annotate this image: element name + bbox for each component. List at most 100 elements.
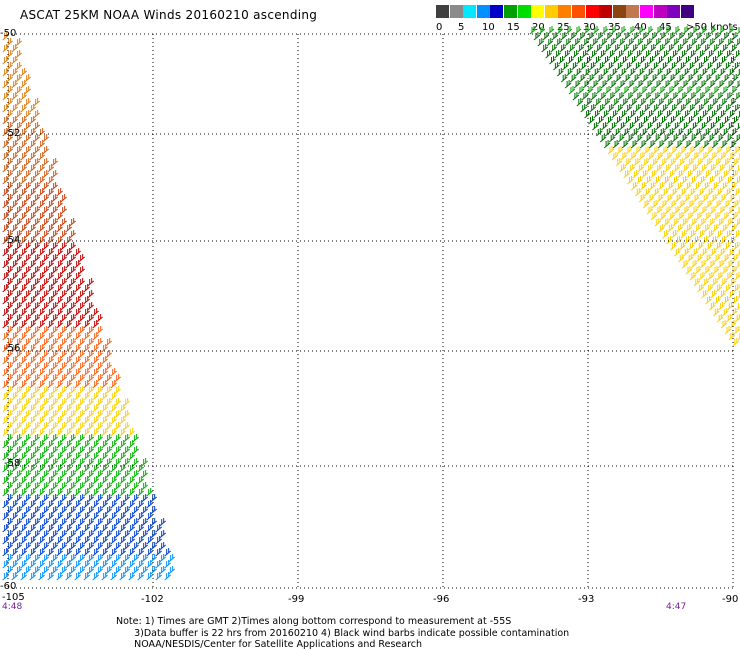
wind-barb bbox=[43, 386, 49, 394]
wind-barb bbox=[79, 266, 85, 274]
wind-barb bbox=[43, 518, 49, 526]
wind-barb bbox=[687, 212, 693, 220]
wind-barb bbox=[729, 152, 735, 160]
wind-barb bbox=[61, 482, 67, 490]
wind-barb bbox=[115, 518, 121, 526]
wind-barb bbox=[534, 32, 540, 40]
wind-barb bbox=[34, 434, 40, 442]
wind-barb bbox=[678, 170, 684, 178]
wind-barb bbox=[124, 518, 130, 526]
wind-barb bbox=[43, 530, 49, 538]
wind-barb bbox=[565, 38, 571, 46]
wind-barb bbox=[52, 506, 58, 514]
wind-barb bbox=[640, 56, 646, 64]
wind-barb bbox=[25, 266, 31, 274]
wind-barb bbox=[703, 182, 709, 190]
time-right: 4:47 bbox=[666, 602, 686, 612]
lon-label-96: -96 bbox=[433, 594, 449, 605]
wind-barb bbox=[70, 506, 76, 514]
wind-barb bbox=[34, 458, 40, 466]
wind-barb bbox=[633, 32, 639, 40]
wind-barb bbox=[97, 542, 103, 550]
wind-barb bbox=[736, 302, 740, 310]
wind-barb bbox=[97, 530, 103, 538]
wind-barb bbox=[97, 506, 103, 514]
wind-barb bbox=[705, 32, 711, 40]
wind-barb bbox=[539, 26, 545, 34]
wind-barb bbox=[667, 236, 673, 244]
wind-barb bbox=[16, 542, 22, 550]
wind-barb bbox=[667, 56, 673, 64]
wind-barb bbox=[620, 26, 626, 34]
wind-barb bbox=[604, 56, 610, 64]
wind-barb bbox=[566, 26, 572, 34]
wind-barb bbox=[710, 206, 716, 214]
wind-barb bbox=[692, 68, 698, 76]
wind-barb bbox=[671, 104, 677, 112]
wind-barb bbox=[672, 230, 678, 238]
wind-barb bbox=[673, 38, 679, 46]
wind-barb bbox=[642, 74, 648, 82]
note-line-1: Note: 1) Times are GMT 2)Times along bot… bbox=[116, 616, 569, 628]
wind-barb bbox=[636, 50, 642, 58]
wind-barb bbox=[115, 566, 121, 574]
wind-barb bbox=[734, 326, 740, 334]
wind-barb bbox=[664, 122, 670, 130]
wind-barb bbox=[600, 92, 606, 100]
wind-barb bbox=[142, 506, 148, 514]
wind-barb bbox=[690, 92, 696, 100]
wind-barb bbox=[61, 350, 67, 358]
wind-barb bbox=[133, 506, 139, 514]
wind-barb bbox=[97, 338, 103, 346]
wind-barb bbox=[34, 158, 40, 166]
wind-barb bbox=[681, 50, 687, 58]
wind-barb bbox=[106, 518, 112, 526]
wind-barb bbox=[25, 314, 31, 322]
wind-barb bbox=[656, 26, 662, 34]
wind-barb bbox=[699, 230, 705, 238]
wind-barb bbox=[16, 290, 22, 298]
wind-barb bbox=[25, 542, 31, 550]
wind-barb bbox=[34, 182, 40, 190]
wind-barb bbox=[674, 26, 680, 34]
wind-barb bbox=[636, 92, 642, 100]
wind-barb bbox=[52, 338, 58, 346]
wind-barb bbox=[654, 92, 660, 100]
lat-label-52: -52 bbox=[4, 128, 20, 139]
wind-barb bbox=[596, 44, 602, 52]
wind-barb bbox=[733, 62, 739, 70]
wind-barb bbox=[729, 290, 735, 298]
wind-barb bbox=[34, 218, 40, 226]
wind-barb bbox=[25, 386, 31, 394]
wind-barb bbox=[691, 122, 697, 130]
wind-barb bbox=[643, 62, 649, 70]
wind-barb bbox=[34, 530, 40, 538]
wind-barb bbox=[675, 152, 681, 160]
wind-barb bbox=[694, 140, 700, 148]
wind-barb bbox=[70, 374, 76, 382]
wind-barb bbox=[729, 332, 735, 340]
wind-barb bbox=[43, 230, 49, 238]
wind-barb bbox=[678, 74, 684, 82]
wind-barb bbox=[611, 68, 617, 76]
wind-barb bbox=[61, 518, 67, 526]
wind-barb bbox=[655, 176, 661, 184]
wind-barb bbox=[530, 26, 536, 34]
wind-barb bbox=[97, 326, 103, 334]
wind-barb bbox=[43, 506, 49, 514]
wind-barb bbox=[34, 314, 40, 322]
wind-barb bbox=[602, 26, 608, 34]
wind-barb bbox=[88, 398, 94, 406]
wind-barb bbox=[657, 110, 663, 118]
wind-barb bbox=[700, 122, 706, 130]
wind-barb bbox=[709, 80, 715, 88]
wind-barb bbox=[718, 80, 724, 88]
wind-barb bbox=[124, 566, 130, 574]
wind-barb bbox=[705, 254, 711, 262]
wind-barb bbox=[609, 92, 615, 100]
wind-barb bbox=[679, 62, 685, 70]
wind-barb bbox=[656, 164, 662, 172]
wind-barb bbox=[97, 410, 103, 418]
wind-barb bbox=[34, 446, 40, 454]
wind-barb bbox=[133, 434, 139, 442]
